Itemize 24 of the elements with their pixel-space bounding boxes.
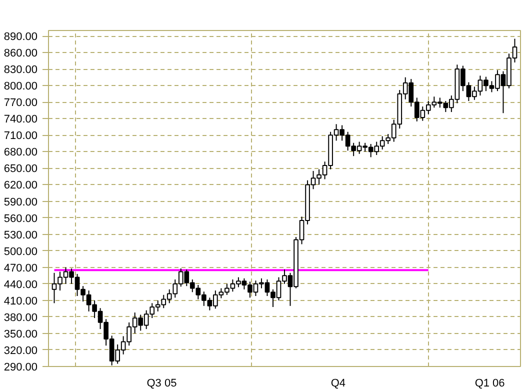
y-tick-label: 740.00 — [4, 114, 38, 126]
y-tick-label: 530.00 — [4, 229, 38, 242]
y-tick-label: 350.00 — [4, 328, 38, 340]
y-tick-label: 830.00 — [4, 64, 38, 76]
y-tick-label: 560.00 — [4, 212, 38, 225]
y-tick-label: 800.00 — [4, 80, 38, 93]
y-tick-label: 710.00 — [4, 130, 38, 142]
y-tick-label: 650.00 — [4, 163, 38, 176]
y-tick-label: 320.00 — [4, 344, 38, 357]
y-tick-label: 440.00 — [4, 278, 38, 291]
y-tick-label: 590.00 — [4, 196, 38, 208]
y-tick-label: 890.00 — [4, 31, 38, 44]
y-tick-label: 680.00 — [4, 146, 38, 159]
y-tick-label: 410.00 — [4, 295, 38, 308]
y-tick-label: 620.00 — [4, 180, 38, 192]
y-tick-label: 470.00 — [4, 262, 38, 274]
y-tick-label: 500.00 — [4, 246, 38, 258]
x-tick-label: Q4 — [330, 378, 346, 390]
y-tick-label: 290.00 — [4, 362, 38, 374]
x-tick-label: Q1 06 — [474, 378, 505, 390]
y-tick-label: 380.00 — [4, 312, 38, 324]
x-tick-label: Q3 05 — [146, 378, 177, 390]
y-tick-label: 860.00 — [4, 48, 38, 60]
y-tick-label: 770.00 — [4, 97, 38, 110]
